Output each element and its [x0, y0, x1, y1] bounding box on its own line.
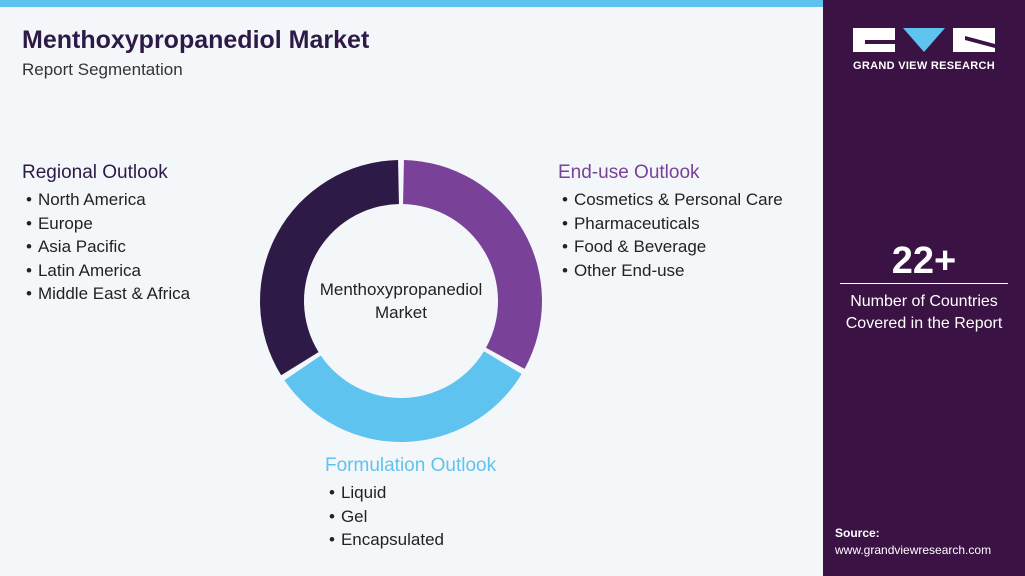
segment-item: Pharmaceuticals — [558, 212, 783, 236]
stat-label: Number of Countries Covered in the Repor… — [845, 293, 1003, 332]
segment-item: Cosmetics & Personal Care — [558, 188, 783, 212]
segment-item: Food & Beverage — [558, 235, 783, 259]
segment-list: Cosmetics & Personal CarePharmaceuticals… — [558, 188, 783, 282]
source-label: Source: — [835, 526, 880, 540]
donut-segment — [260, 160, 399, 376]
segment-title: Regional Outlook — [22, 162, 168, 183]
donut-segment — [403, 160, 542, 369]
title: Menthoxypropanediol Market — [22, 26, 370, 54]
segment-item: Other End-use — [558, 259, 783, 283]
segment-item: Encapsulated — [325, 528, 496, 552]
subtitle: Report Segmentation — [22, 60, 183, 79]
segment-item: North America — [22, 188, 190, 212]
segment-list: North AmericaEuropeAsia PacificLatin Ame… — [22, 188, 190, 306]
divider — [840, 283, 1008, 284]
segment-item: Middle East & Africa — [22, 282, 190, 306]
sidebar: GRAND VIEW RESEARCH 22+ Number of Countr… — [823, 0, 1025, 576]
segment: End-use Outlook Cosmetics & Personal Car… — [558, 162, 783, 282]
segment-item: Gel — [325, 505, 496, 529]
segment: Formulation Outlook LiquidGelEncapsulate… — [325, 455, 496, 552]
segment-list: LiquidGelEncapsulated — [325, 481, 496, 552]
segment-item: Liquid — [325, 481, 496, 505]
logo — [853, 28, 995, 52]
segment-title: End-use Outlook — [558, 162, 700, 183]
donut — [260, 160, 542, 442]
segment: Regional Outlook North AmericaEuropeAsia… — [22, 162, 190, 306]
brand: GRAND VIEW RESEARCH — [853, 60, 995, 72]
segment-item: Latin America — [22, 259, 190, 283]
top-bar — [0, 0, 823, 7]
donut-segment — [284, 351, 522, 442]
segment-item: Europe — [22, 212, 190, 236]
source-url: www.grandviewresearch.com — [835, 543, 992, 557]
segment-title: Formulation Outlook — [325, 455, 497, 476]
center-label: Menthoxypropanediol Market — [319, 280, 483, 322]
segment-item: Asia Pacific — [22, 235, 190, 259]
stat: 22+ — [891, 240, 957, 282]
